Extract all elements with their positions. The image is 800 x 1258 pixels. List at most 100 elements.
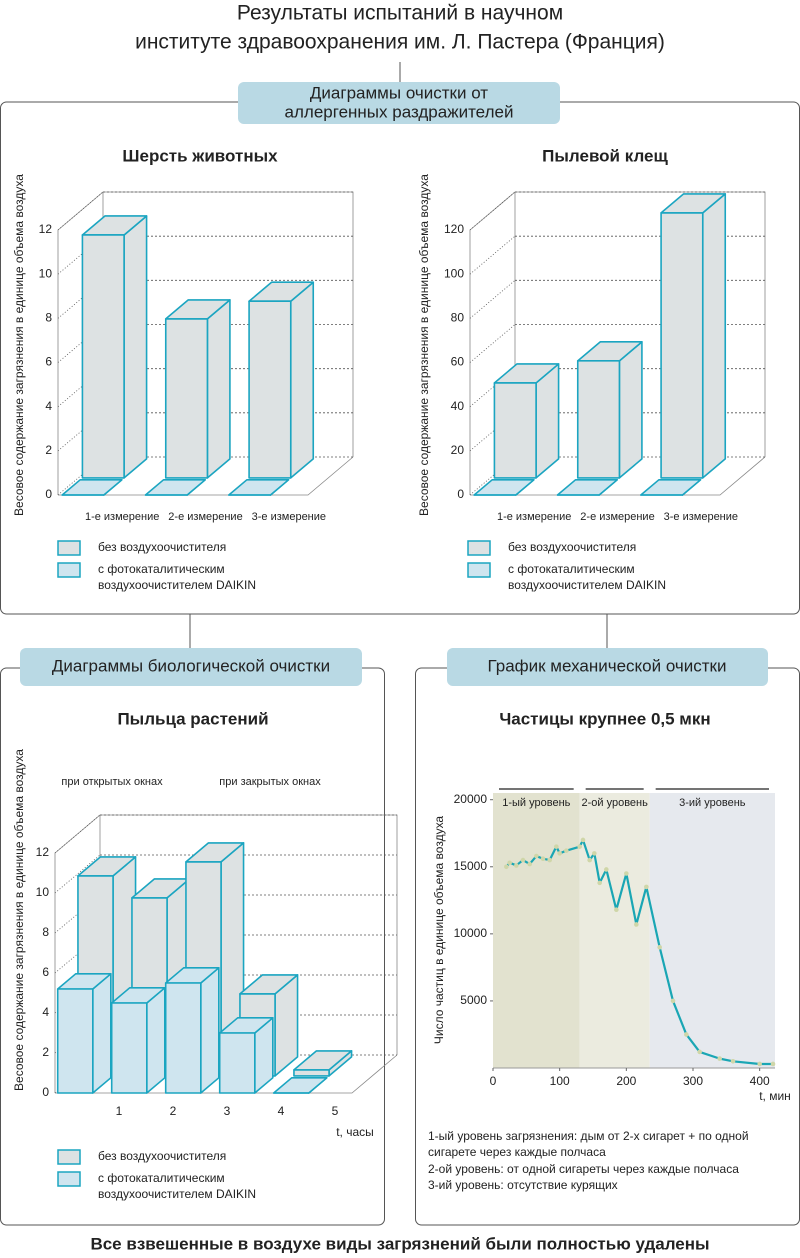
point bbox=[657, 944, 662, 950]
note: 1-ый уровень загрязнения: дым от 2-х сиг… bbox=[428, 1129, 749, 1159]
legend-label: с фотокаталитическим воздухоочистителем D… bbox=[98, 1171, 256, 1201]
band bbox=[579, 793, 650, 1068]
y-tick-label: 5000 bbox=[460, 993, 487, 1007]
bar-side bbox=[701, 193, 727, 479]
point bbox=[520, 857, 526, 863]
x-tick-label: 2-е измерение bbox=[580, 511, 654, 523]
bar bbox=[248, 281, 315, 479]
bar bbox=[164, 299, 231, 479]
y-tick-label: 4 bbox=[42, 1005, 49, 1019]
bar-side bbox=[146, 986, 166, 1094]
point bbox=[504, 864, 509, 870]
point bbox=[604, 867, 609, 872]
bar bbox=[272, 1077, 328, 1094]
point bbox=[507, 860, 512, 866]
bar-front bbox=[248, 300, 292, 479]
section-pill bbox=[238, 82, 560, 124]
y-tick-label: 100 bbox=[444, 266, 464, 280]
bar-front bbox=[164, 318, 209, 479]
grid-line bbox=[54, 934, 101, 974]
bar-front bbox=[218, 1032, 256, 1094]
bar bbox=[640, 478, 702, 496]
point bbox=[634, 922, 639, 927]
legend-swatch bbox=[57, 1149, 81, 1165]
bar bbox=[493, 363, 560, 479]
grid-line bbox=[57, 324, 104, 363]
grid-line bbox=[57, 280, 104, 319]
bar-side bbox=[92, 972, 112, 1094]
y-axis-label: Число частиц в единице объема воздуха bbox=[432, 816, 446, 1045]
bar-side bbox=[618, 341, 643, 479]
y-tick-label: 10 bbox=[36, 885, 50, 899]
section-title: Диаграммы биологической очистки bbox=[52, 656, 330, 675]
chart-title: Шерсть животных bbox=[122, 146, 278, 165]
bar bbox=[218, 1016, 274, 1094]
point bbox=[624, 871, 629, 876]
grid-line bbox=[57, 191, 104, 231]
y-tick-label: 20000 bbox=[454, 792, 488, 806]
grid-line bbox=[469, 456, 516, 496]
x-tick-label: 3 bbox=[224, 1104, 231, 1118]
x-tick-label: 1-е измерение bbox=[497, 511, 571, 523]
point bbox=[554, 844, 559, 849]
x-tick-label: 1 bbox=[116, 1104, 123, 1118]
point bbox=[557, 851, 562, 856]
x-tick-label: 400 bbox=[750, 1074, 770, 1088]
y-tick-label: 80 bbox=[451, 311, 465, 325]
grid-line bbox=[469, 368, 516, 407]
bar bbox=[556, 478, 618, 496]
x-tick-label: 2-е измерение bbox=[168, 511, 242, 523]
section-title: График механической очистки bbox=[488, 656, 727, 675]
y-axis-label: Весовое содержание загрязнения в единице… bbox=[417, 174, 431, 516]
grid-line bbox=[54, 894, 101, 934]
legend-label: без воздухоочистителя bbox=[98, 540, 226, 554]
bar-front bbox=[293, 1069, 330, 1077]
point bbox=[514, 863, 519, 868]
bar-front bbox=[660, 212, 704, 479]
y-tick-label: 6 bbox=[42, 965, 49, 979]
legend-swatch bbox=[57, 562, 81, 578]
section-title: аллергенных раздражителей bbox=[285, 102, 514, 121]
bar-front bbox=[81, 234, 125, 479]
y-tick-label: 60 bbox=[451, 355, 465, 369]
page-title: институте здравоохранения им. Л. Пастера… bbox=[135, 31, 665, 54]
grid-line bbox=[57, 235, 104, 275]
grid-line bbox=[469, 235, 516, 275]
grid-line bbox=[469, 412, 516, 452]
point bbox=[580, 837, 586, 843]
legend-label: без воздухоочистителя bbox=[508, 540, 636, 554]
bar bbox=[228, 478, 290, 496]
y-tick-label: 8 bbox=[45, 311, 52, 325]
bar-side bbox=[206, 299, 231, 479]
annotation: при открытых окнах bbox=[61, 776, 163, 788]
y-tick-label: 8 bbox=[42, 925, 49, 939]
x-tick-label: 1-е измерение bbox=[85, 511, 159, 523]
point bbox=[697, 1049, 702, 1055]
y-tick-label: 10 bbox=[39, 266, 53, 280]
legend-swatch bbox=[467, 562, 491, 578]
x-tick-label: 4 bbox=[278, 1104, 285, 1118]
point bbox=[527, 861, 532, 867]
footer: Все взвешенные в воздухе виды загрязнени… bbox=[90, 1234, 709, 1253]
legend-label: с фотокаталитическим воздухоочистителем D… bbox=[508, 562, 666, 592]
legend-swatch bbox=[467, 540, 491, 556]
y-tick-label: 15000 bbox=[454, 859, 488, 873]
point bbox=[717, 1056, 722, 1061]
y-tick-label: 12 bbox=[36, 845, 50, 859]
bar bbox=[473, 478, 535, 496]
x-tick-label: 300 bbox=[683, 1074, 703, 1088]
legend-swatch bbox=[57, 1171, 81, 1187]
y-tick-label: 10000 bbox=[454, 926, 488, 940]
y-tick-label: 12 bbox=[39, 222, 53, 236]
bar-front bbox=[110, 1002, 148, 1094]
grid-line bbox=[469, 191, 516, 231]
grid-line bbox=[57, 412, 104, 452]
legend-swatch bbox=[57, 540, 81, 556]
annotation: при закрытых окнах bbox=[219, 776, 321, 788]
x-axis-label: t, мин bbox=[759, 1089, 791, 1103]
point bbox=[534, 853, 539, 859]
point bbox=[592, 851, 597, 856]
point bbox=[757, 1061, 762, 1067]
point bbox=[547, 857, 552, 863]
